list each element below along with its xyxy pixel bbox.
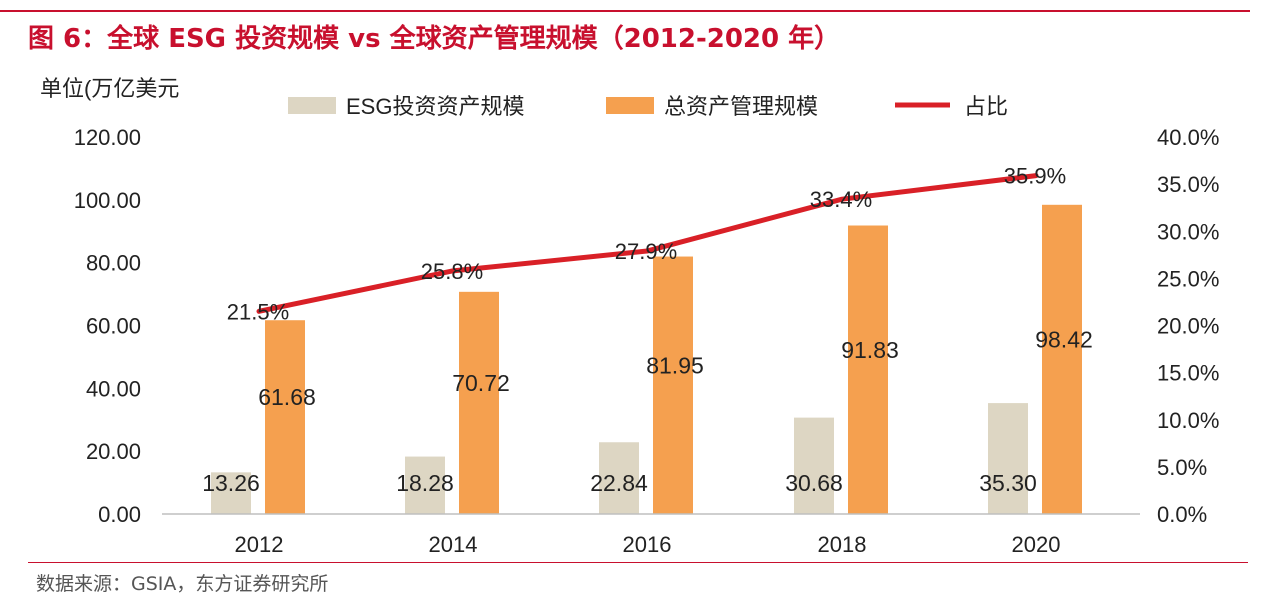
y-left-tick-label: 0.00 [98, 502, 141, 527]
y-right-tick-label: 30.0% [1157, 219, 1219, 244]
bar-esg [211, 472, 251, 514]
y-right-tick-label: 20.0% [1157, 314, 1219, 339]
ratio-point-label: 21.5% [227, 299, 289, 324]
top-rule [0, 10, 1250, 12]
bar-aum [459, 291, 499, 514]
bar-aum [653, 256, 693, 514]
legend: ESG投资资产规模 总资产管理规模 占比 [288, 94, 1008, 119]
ratio-series: 21.5% 25.8% 27.9% 33.4% 35.9% [227, 164, 1066, 325]
y-right-tick-label: 0.0% [1157, 502, 1207, 527]
bar-aum [1042, 204, 1082, 514]
bar-aum [265, 320, 305, 514]
y-right-tick-label: 40.0% [1157, 125, 1219, 150]
ratio-point-label: 27.9% [615, 239, 677, 264]
bar-aum-label: 98.42 [1035, 326, 1093, 352]
bar-esg-label: 13.26 [202, 470, 260, 496]
bar-esg [794, 417, 834, 514]
legend-swatch-esg [288, 97, 336, 114]
x-tick-label: 2020 [1012, 532, 1061, 557]
bar-esg-label: 18.28 [396, 470, 454, 496]
y-right-tick-label: 15.0% [1157, 361, 1219, 386]
ratio-point-label: 33.4% [810, 187, 872, 212]
x-tick-label: 2014 [429, 532, 478, 557]
bars [211, 204, 1082, 515]
x-tick-label: 2018 [818, 532, 867, 557]
y-right-tick-label: 5.0% [1157, 455, 1207, 480]
y-right-tick-label: 25.0% [1157, 266, 1219, 291]
ratio-point-label: 35.9% [1004, 164, 1066, 189]
bar-esg-label: 22.84 [590, 470, 648, 496]
bottom-rule [28, 562, 1248, 563]
bar-esg-label: 35.30 [979, 470, 1037, 496]
unit-label: 单位(万亿美元 [40, 76, 179, 101]
y-left-tick-label: 80.00 [86, 251, 141, 276]
source-note: 数据来源：GSIA，东方证券研究所 [36, 573, 329, 595]
y-left-tick-label: 100.00 [74, 188, 141, 213]
bar-esg [988, 403, 1028, 514]
y-axis-left: 0.00 20.00 40.00 60.00 80.00 100.00 120.00 [74, 125, 141, 527]
bar-aum-label: 70.72 [452, 370, 510, 396]
y-right-tick-label: 35.0% [1157, 172, 1219, 197]
legend-label-esg: ESG投资资产规模 [346, 94, 524, 119]
y-left-tick-label: 20.00 [86, 439, 141, 464]
legend-label-ratio: 占比 [964, 94, 1008, 119]
bar-aum-label: 81.95 [646, 352, 704, 378]
ratio-line-path [256, 173, 1039, 314]
x-tick-label: 2016 [623, 532, 672, 557]
y-left-tick-label: 60.00 [86, 314, 141, 339]
x-axis: 2012 2014 2016 2018 2020 [235, 532, 1061, 557]
bar-labels: 13.26 61.68 18.28 70.72 22.84 81.95 30.68 91.83… [202, 326, 1093, 496]
y-left-tick-label: 120.00 [74, 125, 141, 150]
bar-aum [848, 225, 888, 515]
bar-aum-label: 91.83 [841, 337, 899, 363]
figure-title: 图 6：全球 ESG 投资规模 vs 全球资产管理规模（2012-2020 年） [28, 24, 841, 54]
legend-label-aum: 总资产管理规模 [664, 94, 818, 119]
chart: 单位(万亿美元 ESG投资资产规模 总资产管理规模 占比 0.00 20.00 40… [40, 76, 1219, 557]
y-left-tick-label: 40.00 [86, 376, 141, 401]
bar-esg-label: 30.68 [785, 470, 843, 496]
y-axis-right: 0.0% 5.0% 10.0% 15.0% 20.0% 25.0% 30.0% 35.0% 40… [1157, 125, 1219, 527]
bar-esg [599, 442, 639, 514]
ratio-point-label: 25.8% [421, 259, 483, 284]
bar-aum-label: 61.68 [258, 384, 316, 410]
bar-esg [405, 456, 445, 514]
x-tick-label: 2012 [235, 532, 284, 557]
legend-swatch-aum [606, 97, 654, 114]
y-right-tick-label: 10.0% [1157, 408, 1219, 433]
